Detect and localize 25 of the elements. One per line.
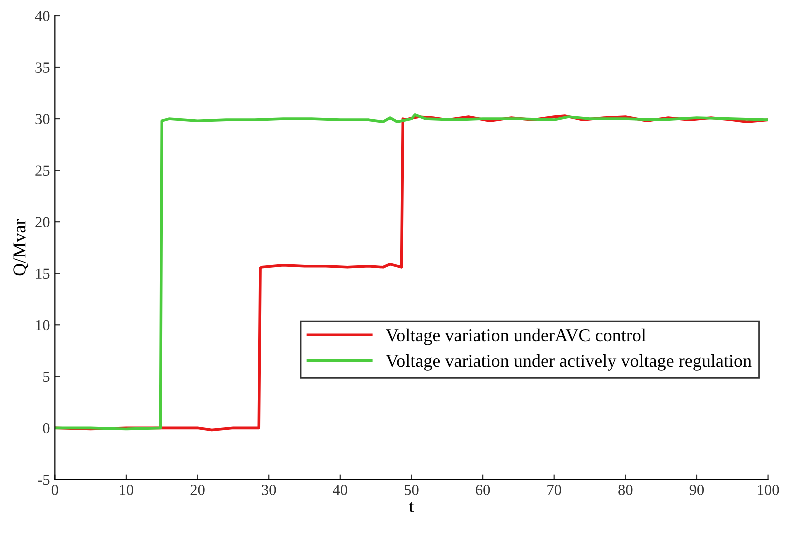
x-tick-label: 30: [262, 485, 276, 496]
x-tick-label: 80: [618, 485, 633, 496]
x-tick-label: 40: [333, 485, 348, 496]
x-tick-label: 90: [690, 485, 704, 496]
x-tick-label: 100: [758, 485, 780, 496]
x-axis-title: t: [409, 502, 414, 513]
x-tick-label: 10: [120, 485, 134, 496]
y-tick-label: 10: [36, 320, 50, 331]
y-axis-title: Q/Mvar: [14, 219, 29, 276]
y-tick-label: 25: [36, 166, 50, 176]
y-tick-label: 40: [35, 11, 50, 22]
y-tick-label: -5: [38, 474, 50, 486]
x-tick-label: 70: [548, 485, 562, 496]
y-tick-label: 30: [36, 114, 50, 124]
x-tick-label: 0: [52, 485, 58, 496]
y-tick-label: 15: [36, 268, 50, 280]
legend-label: Voltage variation underAVC control: [386, 328, 646, 346]
y-tick-label: 35: [36, 62, 50, 73]
y-tick-label: 20: [36, 217, 50, 228]
y-tick-label: 5: [44, 372, 50, 382]
y-tick-label: 0: [43, 423, 50, 434]
x-tick-label: 50: [404, 485, 419, 496]
legend-label: Voltage variation under actively voltage regulation: [386, 354, 752, 371]
x-tick-label: 60: [476, 485, 490, 496]
x-tick-label: 20: [190, 485, 205, 496]
